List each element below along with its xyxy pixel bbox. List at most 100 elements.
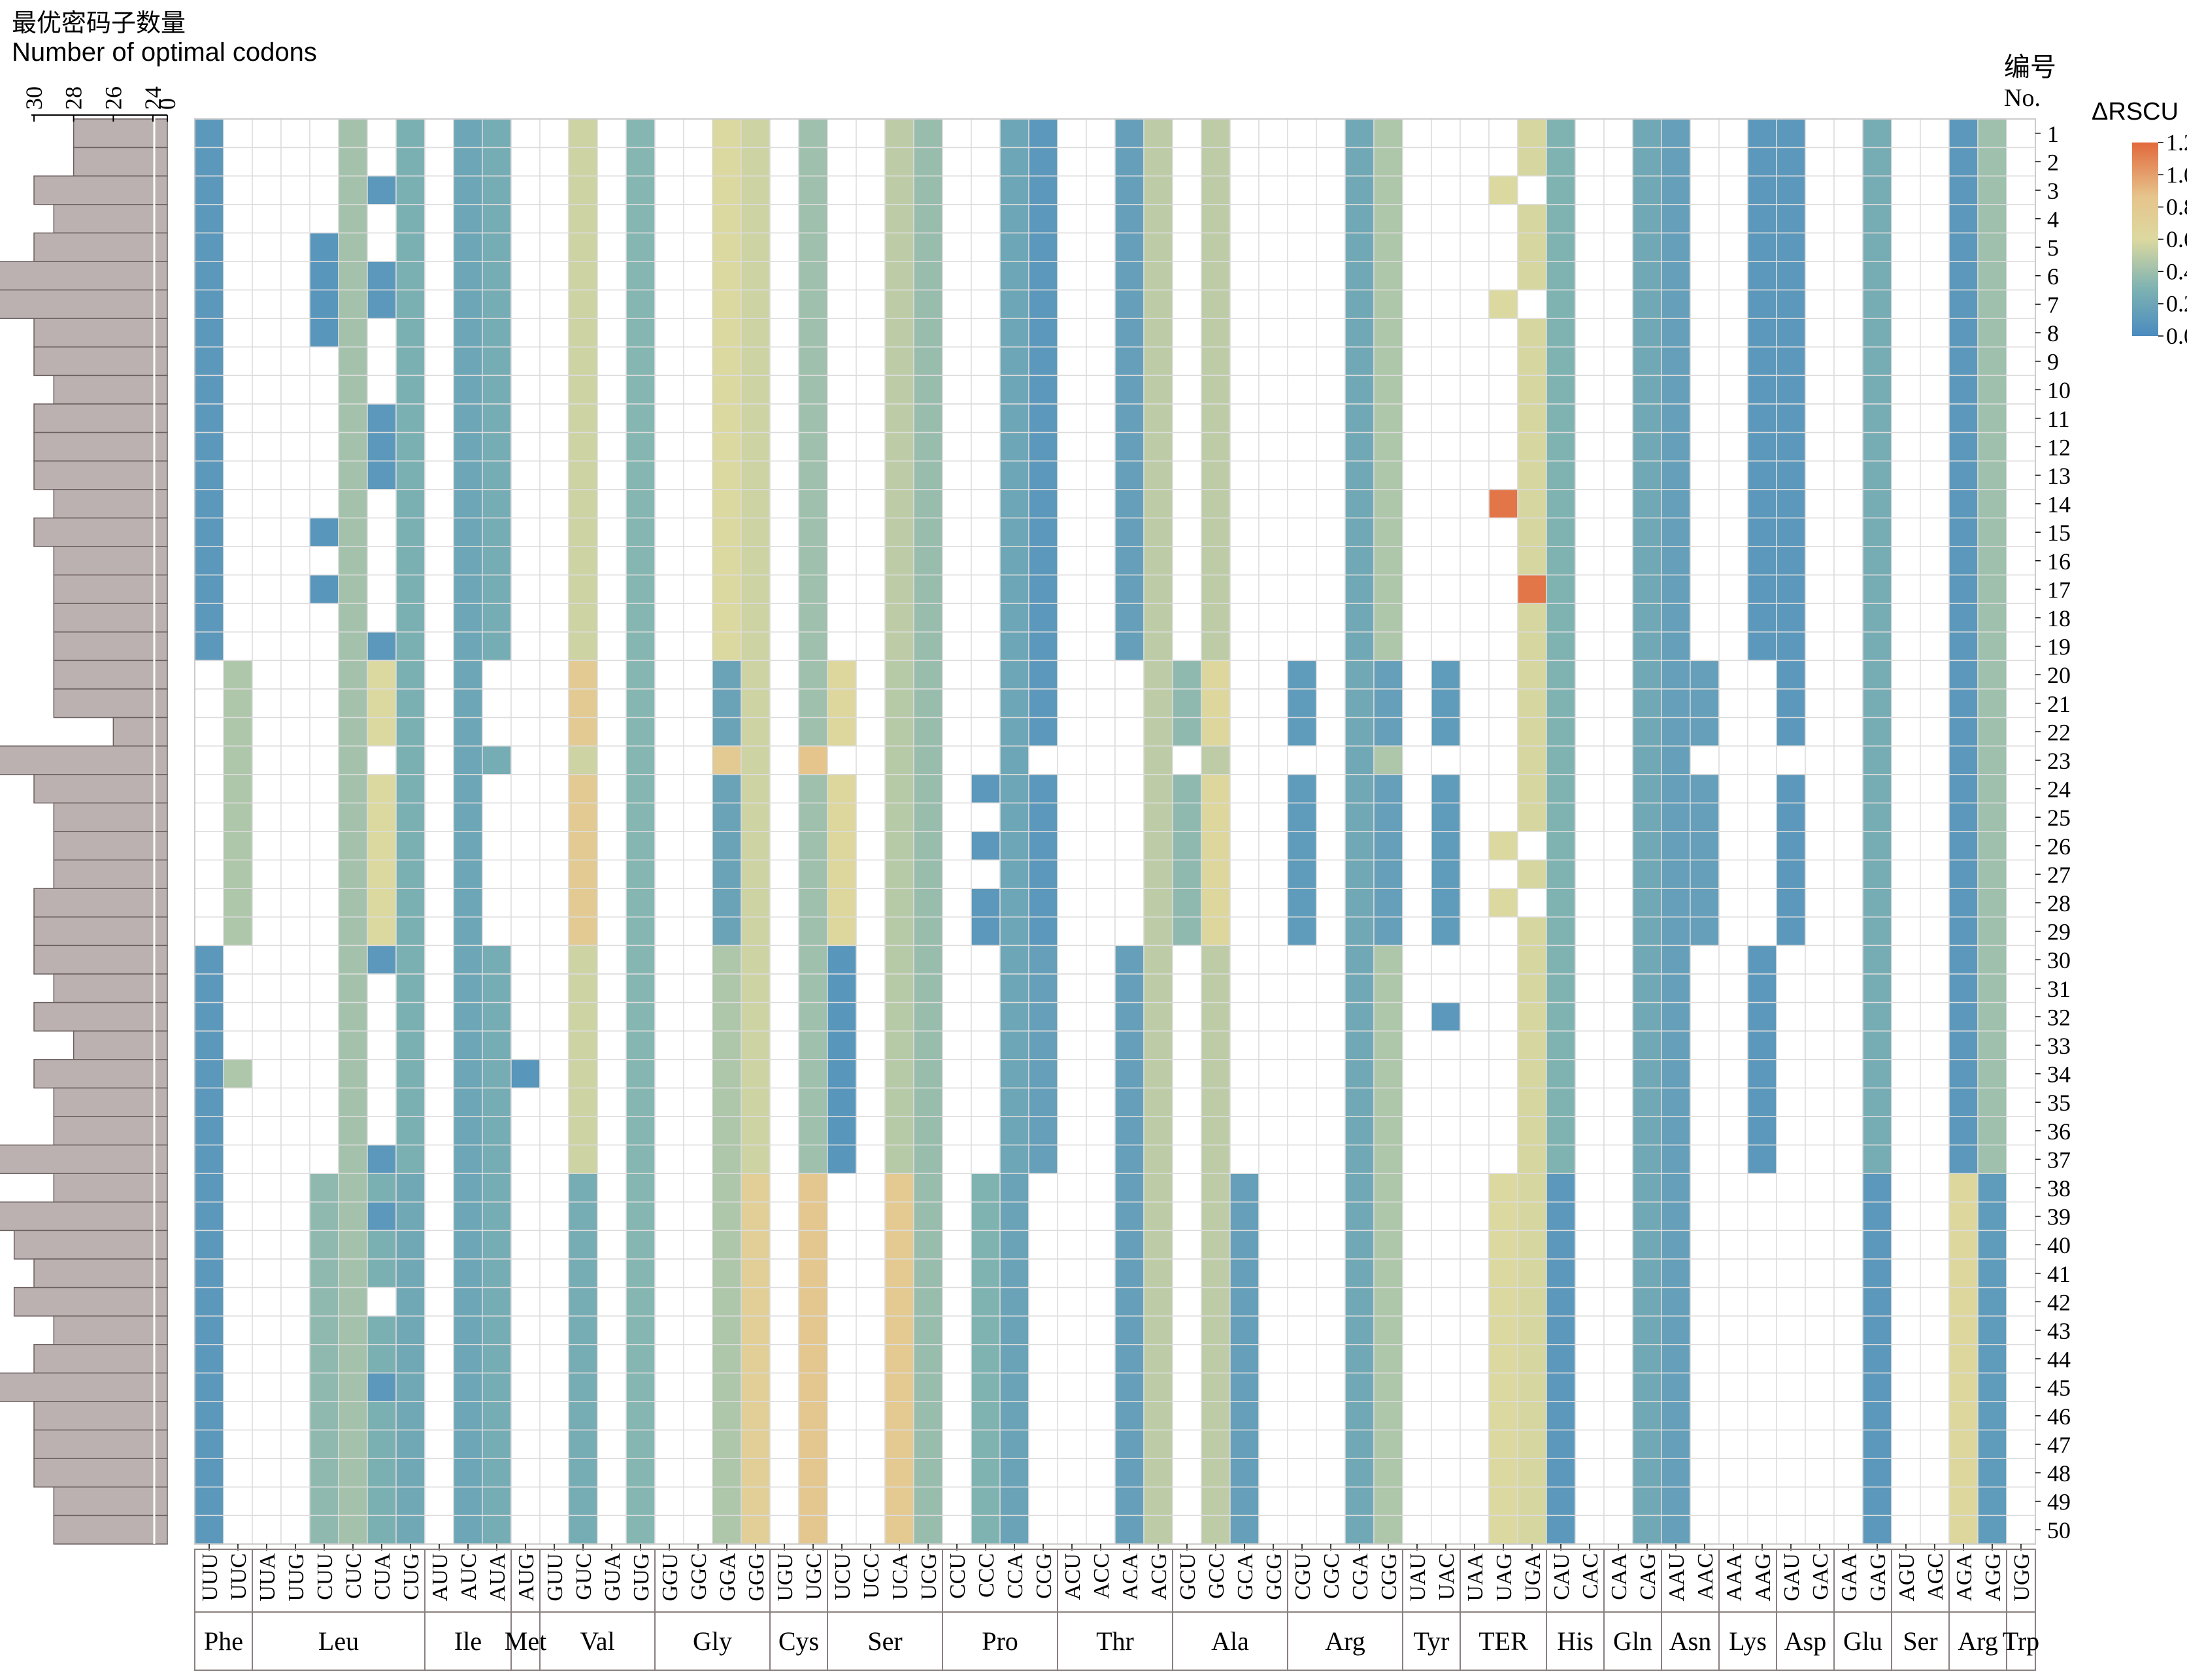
heatmap-cell [683,1487,713,1517]
heatmap-cell [856,916,886,947]
heatmap-cell [827,774,857,804]
heatmap-cell [798,745,828,775]
heatmap-cell [2006,1030,2036,1060]
heatmap-cell [999,431,1029,462]
heatmap-cell [971,1001,1001,1032]
heatmap-cell [395,261,426,291]
heatmap-cell [1114,916,1144,947]
amino-acid-label: Trp [2003,1626,2039,1656]
heatmap-cell [424,403,454,433]
heatmap-cell [712,888,742,918]
count-bar [0,289,168,319]
heatmap-cell [194,603,224,633]
heatmap-cell [252,289,282,319]
heatmap-cell [1977,204,2007,234]
heatmap-cell [1776,546,1806,576]
heatmap-cell [654,546,684,576]
heatmap-cell [1201,1059,1231,1089]
heatmap-cell [1603,118,1633,148]
heatmap-cell [568,631,598,662]
heatmap-cell [1172,403,1202,433]
codon-label: CAA [1607,1553,1631,1600]
heatmap-cell [1718,859,1748,889]
heatmap-cell [1833,1030,1863,1060]
heatmap-cell [1287,489,1317,519]
heatmap-cell [1862,1487,1892,1517]
heatmap-cell [1690,1087,1720,1117]
heatmap-cell [1316,146,1346,176]
heatmap-cell [1172,1315,1202,1345]
heatmap-cell [971,346,1001,377]
heatmap-cell [539,1258,569,1288]
heatmap-cell [626,146,656,176]
heatmap-cell [1086,574,1116,604]
heatmap-cell [1661,1173,1691,1203]
heatmap-cell [856,1030,886,1060]
heatmap-cell [1287,431,1317,462]
heatmap-cell [1201,1230,1231,1260]
heatmap-cell [1603,1401,1633,1431]
heatmap-cell [798,204,828,234]
heatmap-cell [683,888,713,918]
heatmap-cell [1488,517,1518,547]
heatmap-cell [338,460,368,490]
heatmap-cell [1229,175,1260,205]
heatmap-cell [683,1515,713,1545]
heatmap-cell [654,460,684,490]
heatmap-cell [1143,888,1173,918]
heatmap-cell [942,660,972,690]
heatmap-cell [1488,660,1518,690]
heatmap-cell [395,745,426,775]
heatmap-cell [884,204,914,234]
heatmap-cell [194,1429,224,1459]
heatmap-cell [712,431,742,462]
heatmap-cell [1402,1059,1432,1089]
heatmap-cell [1891,1144,1921,1174]
heatmap-cell [999,1372,1029,1402]
heatmap-cell [884,1116,914,1146]
heatmap-cell [1229,1001,1260,1032]
heatmap-cell [769,1315,799,1345]
heatmap-cell [913,1286,943,1317]
heatmap-cell [856,517,886,547]
heatmap-cell [1920,831,1950,861]
heatmap-cell [654,660,684,690]
heatmap-cell [194,745,224,775]
heatmap-cell [1862,1286,1892,1317]
heatmap-cell [223,1059,253,1089]
heatmap-cell [913,346,943,377]
heatmap-cell [1546,232,1576,262]
heatmap-cell [1747,118,1777,148]
heatmap-cell [2006,1344,2036,1374]
heatmap-cell [1546,431,1576,462]
heatmap-cell [1028,517,1058,547]
heatmap-cell [1948,774,1978,804]
heatmap-cell [309,745,339,775]
heatmap-cell [424,1144,454,1174]
heatmap-cell [424,517,454,547]
heatmap-cell [1086,1001,1116,1032]
heatmap-cell [827,745,857,775]
heatmap-cell [1948,574,1978,604]
heatmap-cell [1891,1401,1921,1431]
heatmap-cell [568,146,598,176]
heatmap-cell [1057,1515,1087,1545]
heatmap-cell [1344,546,1375,576]
heatmap-cell [1575,1230,1605,1260]
heatmap-cell [338,318,368,348]
heatmap-cell [1661,204,1691,234]
heatmap-cell [741,517,771,547]
heatmap-cell [1661,261,1691,291]
heatmap-cell [1833,118,1863,148]
heatmap-cell [424,1344,454,1374]
heatmap-cell [798,1087,828,1117]
heatmap-cell [1517,603,1547,633]
heatmap-cell [338,232,368,262]
heatmap-cell [683,1344,713,1374]
heatmap-cell [194,1344,224,1374]
heatmap-cell [827,489,857,519]
heatmap-cell [194,1230,224,1260]
heatmap-cell [1948,1344,1978,1374]
heatmap-cell [367,774,397,804]
codon-label: GAA [1837,1553,1861,1602]
